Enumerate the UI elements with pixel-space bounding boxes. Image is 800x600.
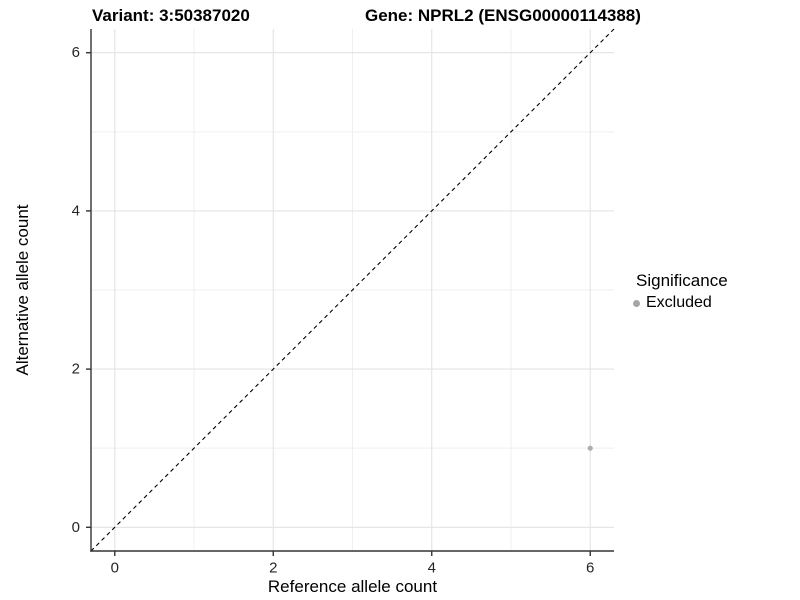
legend-item-excluded: Excluded — [633, 294, 728, 312]
x-tick-label: 6 — [586, 559, 594, 576]
x-tick-label: 4 — [428, 559, 436, 576]
y-tick-label: 4 — [72, 202, 80, 219]
legend: Significance Excluded — [633, 271, 728, 312]
y-tick-label: 2 — [72, 361, 80, 378]
legend-item-label: Excluded — [646, 294, 712, 311]
x-tick-label: 2 — [269, 559, 277, 576]
legend-title: Significance — [636, 271, 728, 290]
y-axis-title: Alternative allele count — [13, 204, 32, 376]
data-point — [587, 445, 593, 451]
plot-title-gene: Gene: NPRL2 (ENSG00000114388) — [365, 6, 641, 25]
y-tick-label: 0 — [72, 519, 80, 536]
y-tick-label: 6 — [72, 44, 80, 61]
identity-dashed-line — [90, 28, 615, 552]
x-tick-label: 0 — [111, 559, 119, 576]
plot-title-variant: Variant: 3:50387020 — [92, 6, 250, 25]
legend-point-icon — [633, 299, 640, 307]
x-axis-title: Reference allele count — [267, 577, 438, 596]
